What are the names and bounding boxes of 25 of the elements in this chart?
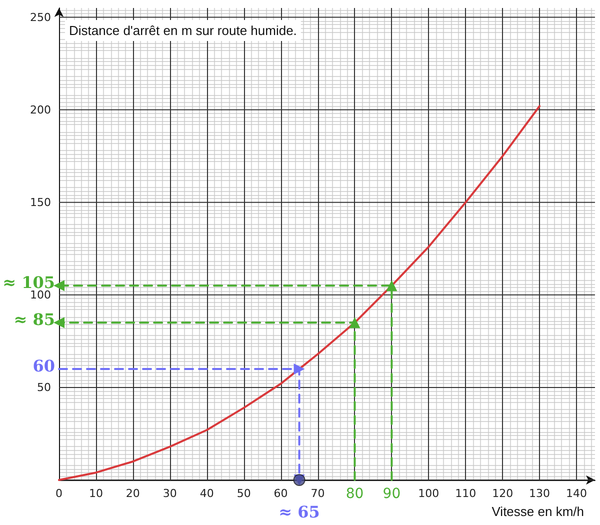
annotation: ≈ 65 [278, 502, 320, 522]
x-tick-label: 140 [566, 487, 588, 500]
x-tick-label: 50 [236, 487, 251, 500]
x-tick-label: 10 [88, 487, 103, 500]
y-tick-label: 250 [30, 10, 51, 24]
x-tick-label: 70 [310, 487, 325, 500]
x-tick-label: 130 [529, 487, 550, 500]
x-tick-label: 20 [126, 487, 140, 500]
y-tick-label: 100 [30, 288, 51, 302]
x-tick-label: 30 [162, 487, 177, 500]
x-tick-label: 60 [274, 487, 288, 500]
annotation: 80 [346, 486, 364, 502]
x-tick-label: 0 [56, 487, 62, 500]
x-axis-title: Vitesse en km/h [492, 504, 584, 519]
x-tick-label: 120 [492, 487, 514, 500]
y-tick-label: 200 [30, 103, 51, 116]
y-tick-label: 150 [30, 196, 51, 209]
text: Distance d'arrêt en m sur route humide. [69, 23, 297, 38]
annotation: 60 [32, 356, 55, 376]
annotation: 90 [382, 486, 401, 502]
x-tick-label: 40 [200, 487, 214, 500]
y-tick-label: 50 [37, 380, 51, 394]
annotation: ≈ 85 [14, 310, 55, 330]
x-tick-label: 100 [418, 487, 440, 500]
x-tick-label: 110 [455, 487, 476, 500]
